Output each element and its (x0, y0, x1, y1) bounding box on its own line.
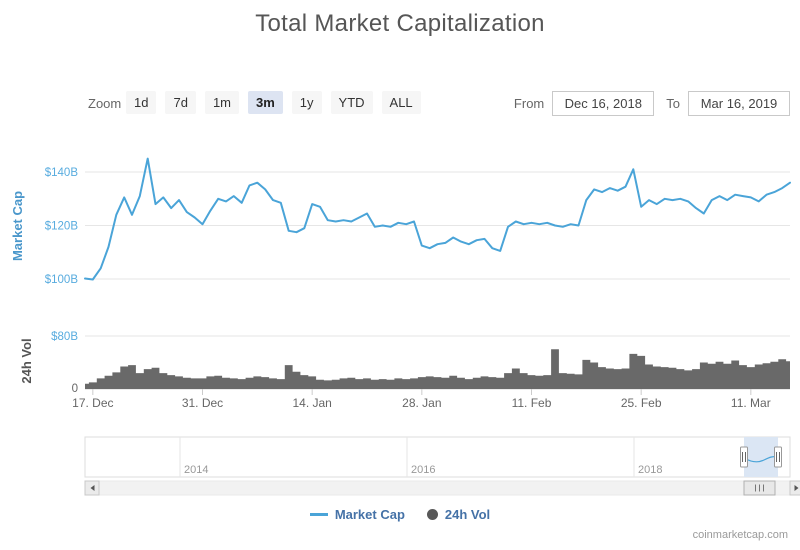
zoom-button-1d[interactable]: 1d (126, 91, 157, 114)
scrollbar-thumb[interactable] (743, 480, 776, 496)
to-label: To (666, 96, 680, 111)
svg-text:31. Dec: 31. Dec (182, 396, 223, 410)
svg-text:28. Jan: 28. Jan (402, 396, 441, 410)
zoom-button-ytd[interactable]: YTD (330, 91, 373, 114)
legend-label-24h-vol: 24h Vol (444, 507, 491, 522)
from-label: From (513, 96, 545, 111)
circle-marker-icon (426, 509, 438, 520)
svg-text:2014: 2014 (184, 464, 208, 476)
legend-item-market-cap[interactable]: Market Cap (309, 507, 405, 522)
svg-text:$120B: $120B (45, 221, 79, 233)
svg-text:2016: 2016 (411, 464, 435, 476)
zoom-buttons: 1d 7d 1m 3m 1y YTD ALL (126, 91, 421, 114)
legend-item-24h-vol[interactable]: 24h Vol (426, 507, 491, 522)
svg-text:11. Mar: 11. Mar (731, 396, 771, 410)
zoom-button-all[interactable]: ALL (381, 91, 421, 114)
svg-text:0: 0 (72, 383, 78, 395)
y-axis-title-market-cap: Market Cap (10, 191, 25, 261)
right-arrow-icon (794, 485, 799, 491)
svg-text:$140B: $140B (45, 167, 79, 179)
scrollbar-track[interactable] (84, 480, 800, 496)
svg-text:25. Feb: 25. Feb (621, 396, 662, 410)
legend: Market Cap 24h Vol (0, 507, 800, 522)
left-arrow-icon (90, 485, 95, 491)
zoom-label: Zoom (88, 96, 122, 111)
zoom-button-3m[interactable]: 3m (248, 91, 283, 114)
date-range-selector: From To (514, 91, 790, 116)
zoom-button-1y[interactable]: 1y (291, 91, 322, 114)
x-axis: 17. Dec 31. Dec 14. Jan 28. Jan 11. Feb 25. F… (72, 389, 771, 410)
navigator-handle-right[interactable] (774, 446, 782, 468)
from-date-input[interactable] (552, 91, 655, 116)
scrollbar-right-button[interactable] (789, 480, 800, 496)
navigator[interactable]: 2014 2016 2018 (84, 436, 791, 478)
svg-text:17. Dec: 17. Dec (72, 396, 113, 410)
svg-text:2018: 2018 (638, 464, 662, 476)
y-axis-title-24h-vol: 24h Vol (19, 338, 34, 383)
zoom-button-7d[interactable]: 7d (165, 91, 196, 114)
to-date-input[interactable] (688, 91, 790, 116)
svg-text:11. Feb: 11. Feb (512, 396, 552, 410)
line-marker-icon (309, 513, 328, 516)
svg-text:$80B: $80B (51, 331, 78, 343)
scrollbar[interactable] (84, 480, 800, 496)
market-cap-line-series (84, 157, 791, 281)
svg-text:14. Jan: 14. Jan (292, 396, 331, 410)
legend-label-market-cap: Market Cap (334, 507, 405, 522)
scrollbar-left-button[interactable] (84, 480, 100, 496)
attribution: coinmarketcap.com (692, 529, 788, 541)
volume-area-series (85, 349, 790, 389)
page-title: Total Market Capitalization (255, 10, 545, 37)
svg-text:$100B: $100B (45, 274, 79, 286)
navigator-handle-left[interactable] (740, 446, 748, 468)
gridlines: $100B $120B $140B $80B 0 (45, 167, 790, 395)
zoom-button-1m[interactable]: 1m (204, 91, 239, 114)
